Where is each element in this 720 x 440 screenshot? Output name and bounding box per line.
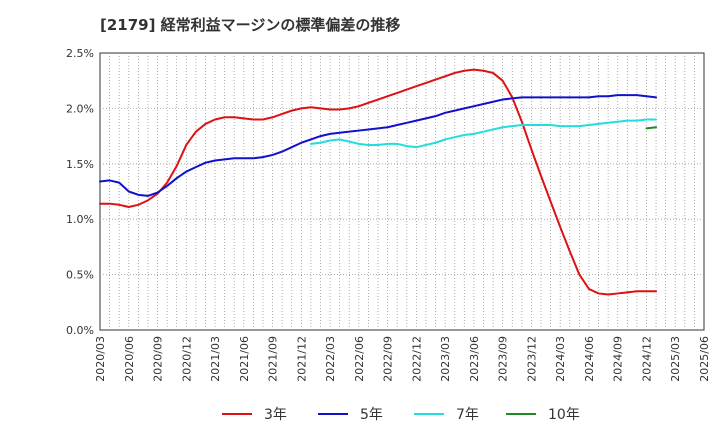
x-axis-tick-labels: 2020/03 2020/06 2020/09 2020/12 2021/03 2021/…: [94, 336, 711, 382]
legend-label: 3年: [264, 407, 287, 423]
x-tick-label: 2025/03: [669, 336, 682, 382]
legend-label: 5年: [360, 407, 383, 423]
x-tick-label: 2023/06: [468, 336, 481, 382]
y-tick-label: 1.0%: [66, 213, 94, 226]
x-tick-label: 2024/09: [612, 336, 625, 382]
x-tick-label: 2023/12: [525, 336, 538, 382]
y-tick-label: 0.5%: [66, 269, 94, 282]
y-tick-label: 2.0%: [66, 102, 94, 115]
x-tick-label: 2020/03: [94, 336, 107, 382]
legend-label: 10年: [548, 407, 580, 423]
x-tick-label: 2025/06: [698, 336, 711, 382]
x-tick-label: 2021/12: [295, 336, 308, 382]
chart-title: [2179] 経常利益マージンの標準偏差の推移: [100, 16, 401, 34]
series-line: [99, 68, 658, 296]
x-tick-label: 2020/12: [180, 336, 193, 382]
y-axis-tick-labels: 0.0% 0.5% 1.0% 1.5% 2.0% 2.5%: [66, 47, 94, 337]
x-tick-label: 2023/09: [497, 336, 510, 382]
x-tick-label: 2021/06: [238, 336, 251, 382]
series-line: [645, 126, 658, 130]
plot-area: [99, 52, 705, 331]
x-tick-label: 2020/09: [152, 336, 165, 382]
x-tick-label: 2022/12: [410, 336, 423, 382]
x-tick-label: 2022/06: [353, 336, 366, 382]
legend: 3年 5年 7年 10年: [222, 407, 580, 423]
x-tick-label: 2020/06: [123, 336, 136, 382]
y-tick-label: 2.5%: [66, 47, 94, 60]
y-tick-label: 0.0%: [66, 324, 94, 337]
x-tick-label: 2021/09: [267, 336, 280, 382]
vertical-gridlines: [109, 53, 695, 330]
series-lines: [99, 68, 658, 296]
x-tick-label: 2022/03: [324, 336, 337, 382]
x-tick-label: 2024/12: [640, 336, 653, 382]
y-tick-label: 1.5%: [66, 158, 94, 171]
x-tick-label: 2023/03: [439, 336, 452, 382]
legend-label: 7年: [456, 407, 479, 423]
x-tick-label: 2024/06: [583, 336, 596, 382]
series-line: [309, 118, 658, 149]
x-tick-label: 2024/03: [554, 336, 567, 382]
x-tick-label: 2021/03: [209, 336, 222, 382]
series-line: [99, 94, 658, 197]
x-tick-label: 2022/09: [382, 336, 395, 382]
